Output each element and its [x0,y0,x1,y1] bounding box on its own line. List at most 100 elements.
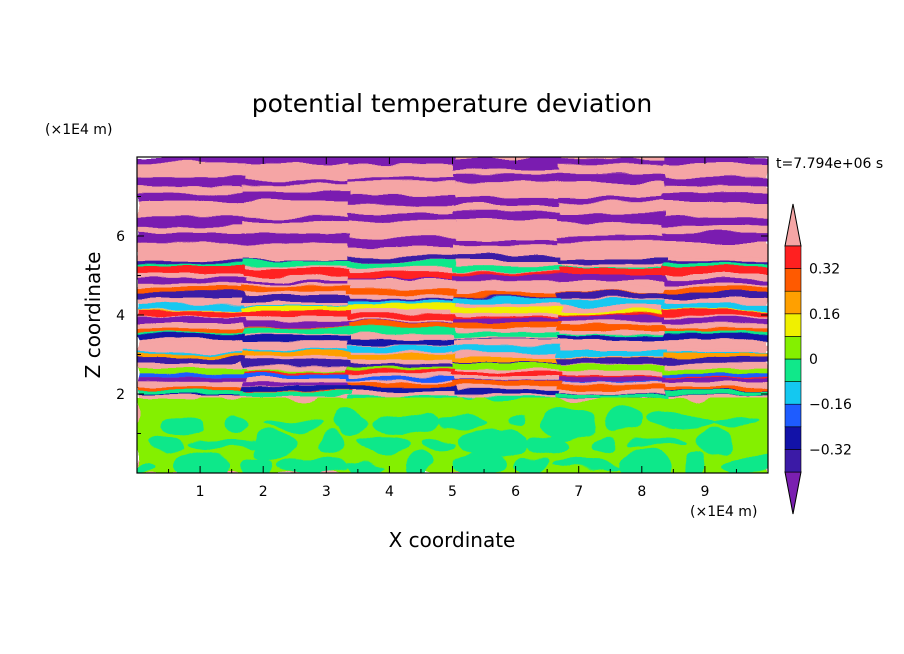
colorbar-extend-max [784,203,802,247]
field-band [452,224,561,237]
field-band [452,340,561,347]
field-blob [137,462,158,472]
field-blob [724,454,768,471]
field-band [137,261,246,268]
field-band [347,353,456,360]
field-band [137,357,246,364]
field-blob [185,440,254,451]
y-tick-label: 4 [116,308,125,324]
field-band [662,217,768,228]
field-blob [502,417,526,427]
x-tick-label: 4 [385,484,394,500]
field-band [137,342,246,349]
field-band [452,390,561,396]
field-band [137,328,246,335]
field-band [452,346,561,353]
field-band [347,322,456,329]
x-unit-label: (×1E4 m) [690,504,757,520]
field-band [347,207,456,218]
field-band [662,202,768,212]
field-band [557,357,666,364]
field-band [557,364,666,371]
x-tick-label: 3 [322,484,331,500]
field-band [137,377,246,382]
field-band [557,164,666,175]
field-band [242,222,351,234]
colorbar-tick-label: −0.32 [809,442,852,458]
field-blob [644,412,714,429]
field-band [137,292,246,299]
field-band [662,373,768,378]
field-band [452,244,561,257]
field-band [347,181,456,192]
field-blob [515,456,550,472]
field-band [452,321,561,328]
colorbar-swatch [784,426,802,450]
field-band [557,383,666,389]
field-band [662,387,768,393]
field-band [452,292,561,299]
field-band [452,357,561,364]
field-band [662,317,768,324]
x-tick-label: 5 [448,484,457,500]
field-band [347,220,456,233]
field-band [662,163,768,174]
field-blob [344,460,390,471]
field-band [557,201,666,212]
field-band [137,232,246,243]
x-tick-label: 6 [511,484,520,500]
field-band [347,303,456,310]
field-band [242,386,351,392]
field-blob [711,415,757,426]
colorbar-tick-label: 0 [809,352,818,368]
field-band [452,210,561,221]
field-band [557,310,666,317]
colorbar-tick-label: −0.16 [809,397,852,413]
field-band [242,166,351,177]
heatmap-field [137,157,768,473]
field-band [347,170,456,181]
field-band [452,380,561,386]
colorbar-swatch [784,313,802,337]
field-band [242,296,351,302]
field-band [452,371,561,376]
field-band [662,232,768,243]
field-blob [356,436,414,453]
field-band [662,278,768,285]
field-band [347,280,456,286]
field-band [242,321,351,328]
field-band [242,205,351,216]
field-band [662,303,768,310]
colorbar-extend-min [784,471,802,515]
field-band [557,315,666,322]
field-band [452,254,561,261]
field-band [557,267,666,276]
field-band [452,204,561,215]
field-blob [147,437,182,454]
heatmap-bands [137,157,768,473]
field-band [242,248,351,261]
field-band [242,310,351,317]
field-band [137,367,246,374]
field-band [347,157,456,166]
field-band [452,332,561,339]
field-band [557,258,666,265]
y-tick-label: 6 [116,229,125,245]
field-blob [685,451,709,473]
y-axis-ticks: 2 4 6 [116,196,768,434]
field-blob [264,419,322,429]
colorbar-swatch [784,268,802,292]
field-band [347,314,456,321]
field-band [347,368,456,373]
field-blob [410,450,434,473]
colorbar [784,203,802,515]
field-band [452,239,561,250]
field-band [347,386,456,392]
field-band [347,237,456,248]
field-band [347,288,456,295]
field-blob [423,438,458,449]
y-tick-label: 2 [116,387,125,403]
field-blob [318,433,342,456]
field-band [662,178,768,187]
field-band [347,272,456,281]
